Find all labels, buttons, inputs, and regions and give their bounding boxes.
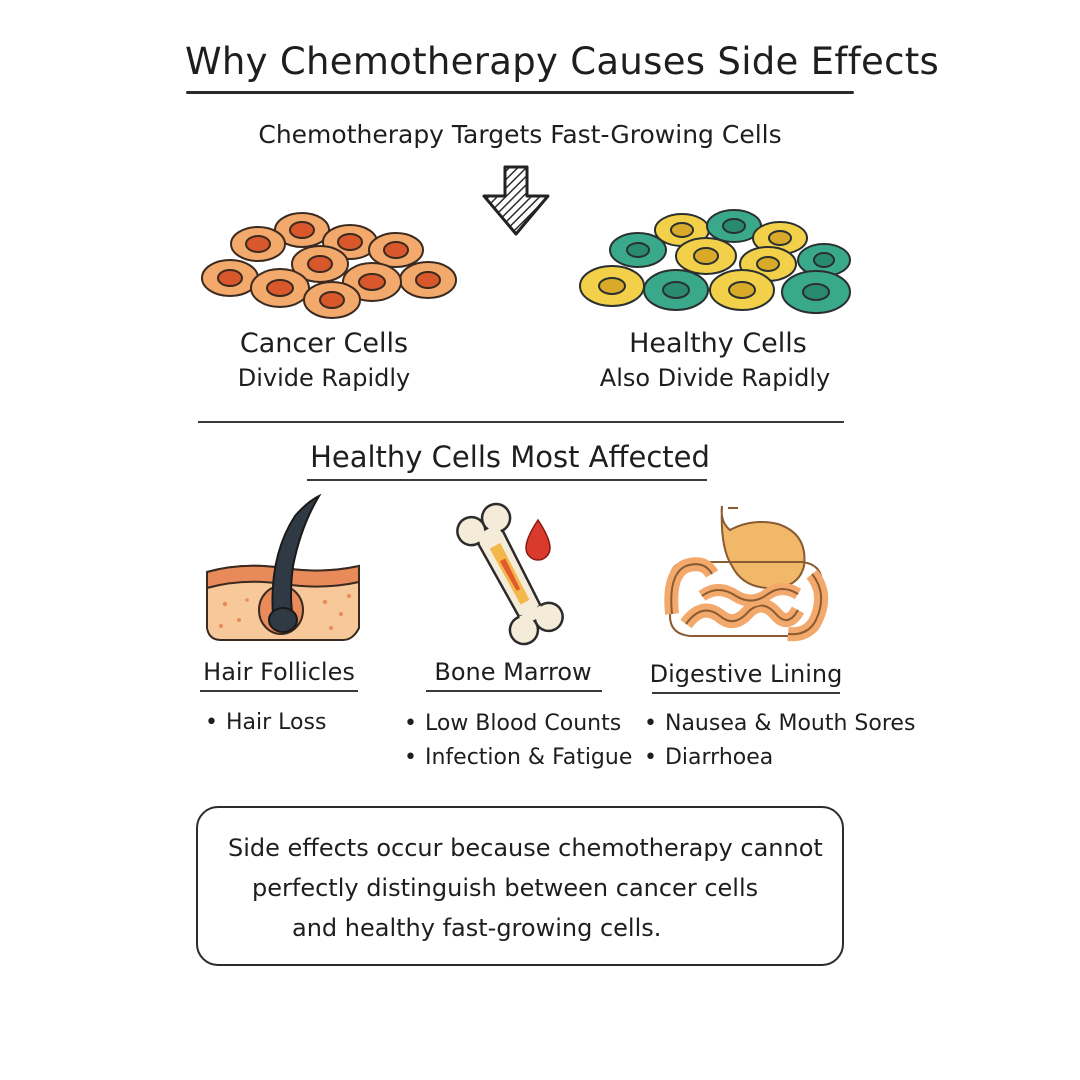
down-arrow-icon: [482, 165, 550, 236]
summary-line: Side effects occur because chemotherapy …: [228, 834, 823, 862]
tissue-label-bone-marrow: Bone Marrow: [434, 658, 592, 686]
cancer-cells-label: Cancer Cells: [239, 328, 409, 359]
cancer-cells-illustration: [201, 212, 457, 319]
tissue-underline: [426, 690, 602, 692]
effect-item: Diarrhoea: [644, 745, 773, 770]
healthy-cells-sub: Also Divide Rapidly: [599, 364, 831, 392]
digestive-tract-icon: [664, 505, 829, 642]
healthy-cells-label: Healthy Cells: [629, 328, 807, 359]
section-title-underline: [307, 479, 707, 481]
section-title: Healthy Cells Most Affected: [310, 440, 710, 474]
title-underline: [186, 91, 854, 94]
summary-line: and healthy fast-growing cells.: [292, 914, 662, 942]
effect-item: Infection & Fatigue: [404, 745, 632, 770]
effect-item: Nausea & Mouth Sores: [644, 711, 915, 736]
subtitle: Chemotherapy Targets Fast-Growing Cells: [258, 120, 782, 149]
tissue-label-digestive-lining: Digestive Lining: [649, 660, 843, 688]
hair-follicle-icon: [206, 493, 360, 641]
cancer-cells-sub: Divide Rapidly: [237, 364, 411, 392]
summary-box: [196, 806, 844, 966]
bone-marrow-icon: [456, 502, 564, 646]
section-divider: [198, 421, 844, 423]
tissue-underline: [200, 690, 358, 692]
effect-item: Low Blood Counts: [404, 711, 621, 736]
healthy-cells-illustration: [579, 209, 851, 314]
tissue-label-hair-follicles: Hair Follicles: [203, 658, 355, 686]
effect-item: Hair Loss: [205, 710, 326, 735]
tissue-underline: [652, 692, 840, 694]
summary-line: perfectly distinguish between cancer cel…: [252, 874, 759, 902]
page-title: Why Chemotherapy Causes Side Effects: [185, 40, 940, 83]
